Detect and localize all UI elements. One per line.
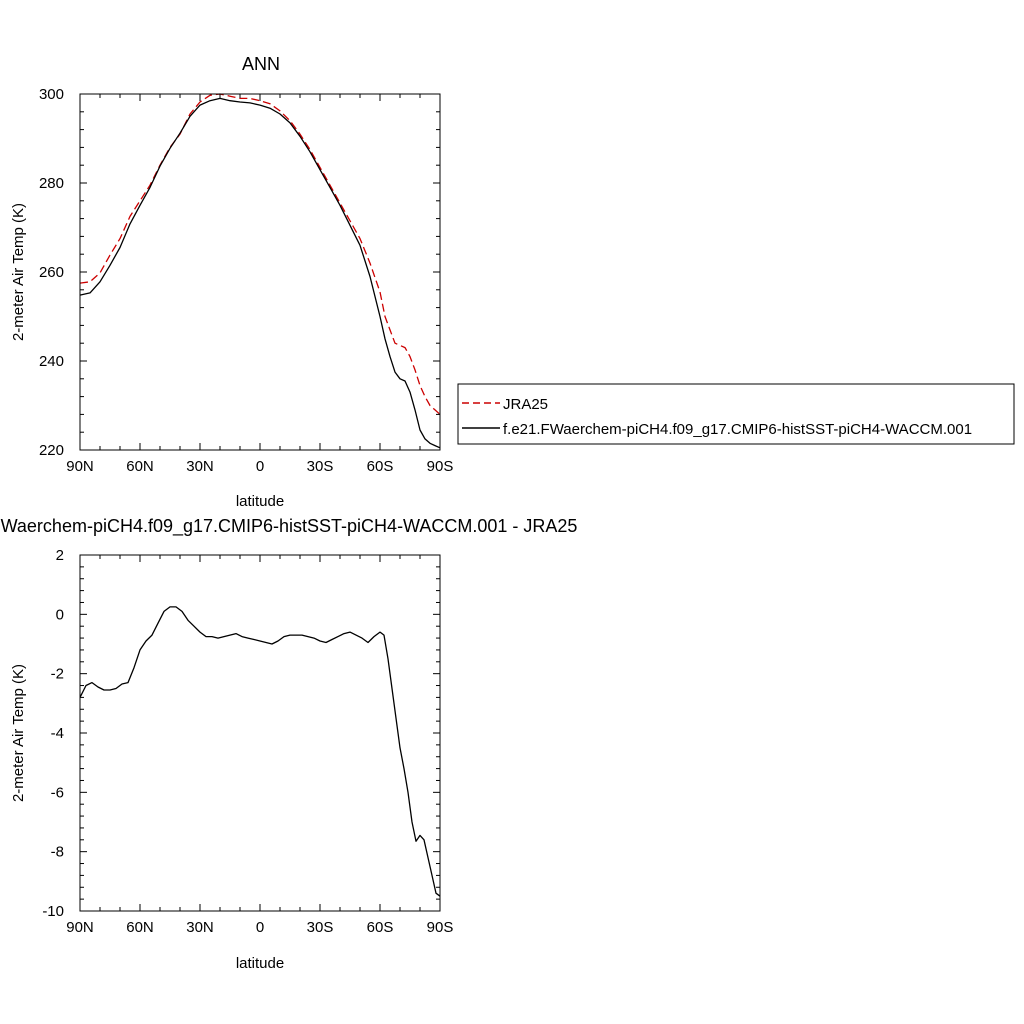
top-y-tick-label: 220 [39,442,64,459]
bottom-y-axis-label: 2-meter Air Temp (K) [10,664,27,802]
top-y-tick-label: 240 [39,353,64,370]
bottom-x-tick-label: 30N [186,919,214,936]
top-series-line-1 [79,97,441,449]
legend-box [457,383,1015,445]
bottom-y-tick-label: -8 [51,844,64,861]
bottom-x-tick-label: 60S [367,919,394,936]
top-panel-title: ANN [242,54,280,74]
legend-label-model: f.e21.FWaerchem-piCH4.f09_g17.CMIP6-hist… [503,421,972,438]
bottom-x-tick-label: 90S [427,919,454,936]
top-x-tick-label: 60S [367,458,394,475]
bottom-x-tick-label: 30S [307,919,334,936]
bottom-series-line-0 [79,606,441,897]
bottom-panel-title: f.e21.FWaerchem-piCH4.f09_g17.CMIP6-hist… [0,516,577,537]
bottom-x-axis-label: latitude [236,955,284,972]
bottom-panel: f.e21.FWaerchem-piCH4.f09_g17.CMIP6-hist… [0,516,577,972]
top-x-tick-label: 90S [427,458,454,475]
top-x-tick-label: 0 [256,458,264,475]
bottom-y-tick-label: -10 [42,903,64,920]
bottom-x-tick-label: 90N [66,919,94,936]
bottom-y-tick-label: 0 [56,606,64,623]
top-x-tick-label: 90N [66,458,94,475]
top-y-tick-label: 280 [39,175,64,192]
bottom-x-tick-label: 0 [256,919,264,936]
top-y-axis-label: 2-meter Air Temp (K) [10,203,27,341]
legend-label-jra25: JRA25 [503,396,548,413]
top-x-tick-label: 30N [186,458,214,475]
bottom-x-tick-label: 60N [126,919,154,936]
top-y-tick-label: 260 [39,264,64,281]
top-panel: ANN 90N 60N 30N 0 30S 60S 90S 220 240 260 280 300 l… [10,54,453,510]
bottom-y-tick-label: -2 [51,666,64,683]
top-series-line-0 [79,93,441,415]
top-y-tick-label: 300 [39,86,64,103]
top-plot-frame [79,93,441,451]
bottom-y-tick-label: 2 [56,547,64,564]
bottom-y-tick-label: -6 [51,784,64,801]
legend: JRA25 f.e21.FWaerchem-piCH4.f09_g17.CMIP… [457,383,1015,445]
bottom-plot-frame [79,554,441,912]
bottom-y-tick-label: -4 [51,725,64,742]
top-x-tick-label: 30S [307,458,334,475]
top-x-tick-label: 60N [126,458,154,475]
top-x-axis-label: latitude [236,493,284,510]
